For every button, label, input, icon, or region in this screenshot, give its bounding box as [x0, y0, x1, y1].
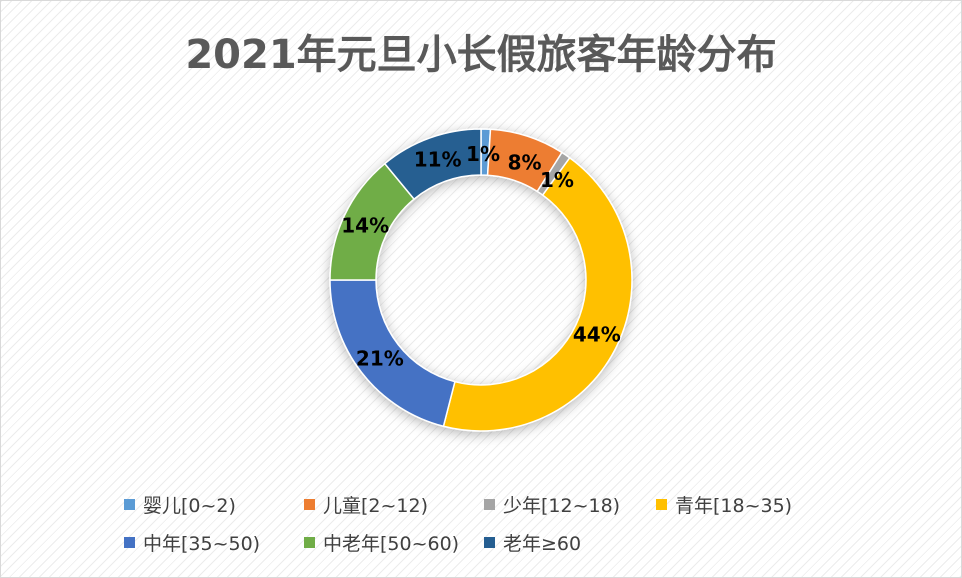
legend-item: 少年[12~18) — [484, 491, 656, 518]
legend-label: 儿童[2~12) — [323, 494, 429, 517]
slice-label: 21% — [356, 346, 404, 370]
legend-row: 婴儿[0~2) 儿童[2~12) 少年[12~18) 青年[18~35) — [124, 485, 844, 523]
slice-label: 44% — [573, 322, 621, 346]
legend-item: 婴儿[0~2) — [124, 491, 304, 518]
legend-swatch — [484, 536, 495, 548]
legend-item: 中老年[50~60) — [304, 529, 484, 556]
legend-item: 中年[35~50) — [124, 529, 304, 556]
legend-swatch — [304, 498, 315, 510]
donut-slice — [442, 156, 633, 432]
slice-label: 14% — [341, 214, 389, 238]
legend-swatch — [304, 536, 315, 548]
donut-slice — [383, 128, 482, 201]
legend-row: 中年[35~50) 中老年[50~60) 老年≥60 — [124, 523, 844, 561]
legend-swatch — [656, 498, 667, 510]
chart-title: 2021年元旦小长假旅客年龄分布 — [185, 32, 777, 78]
legend: 婴儿[0~2) 儿童[2~12) 少年[12~18) 青年[18~35) 中年[35~… — [124, 485, 844, 561]
legend-label: 青年[18~35) — [675, 494, 793, 517]
legend-item: 青年[18~35) — [656, 491, 826, 518]
legend-label: 少年[12~18) — [503, 494, 621, 517]
legend-item: 儿童[2~12) — [304, 491, 484, 518]
legend-label: 老年≥60 — [503, 532, 582, 555]
slice-label: 1% — [540, 168, 574, 192]
slice-label: 1% — [466, 142, 500, 166]
legend-label: 中老年[50~60) — [323, 532, 460, 555]
slice-label: 11% — [414, 148, 462, 172]
legend-swatch — [124, 498, 135, 510]
legend-swatch — [124, 536, 135, 548]
legend-swatch — [484, 498, 495, 510]
legend-label: 婴儿[0~2) — [143, 494, 236, 517]
legend-item: 老年≥60 — [484, 529, 634, 556]
slice-label: 8% — [508, 150, 542, 174]
legend-label: 中年[35~50) — [143, 532, 261, 555]
